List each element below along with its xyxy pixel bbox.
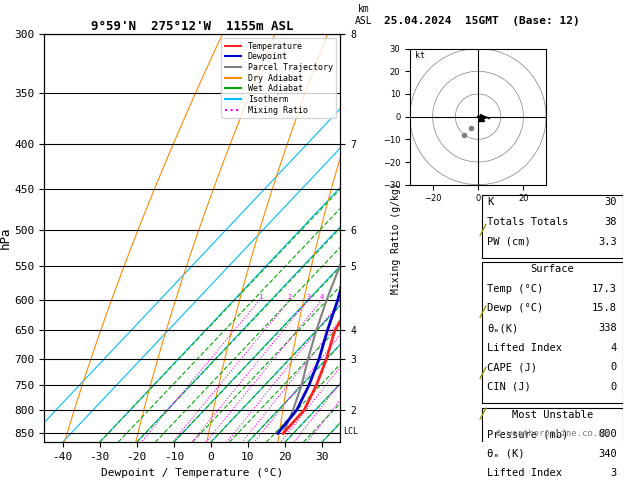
Text: Lifted Index: Lifted Index — [487, 469, 562, 478]
Text: Dewp (°C): Dewp (°C) — [487, 303, 543, 313]
Text: 15.8: 15.8 — [592, 303, 617, 313]
Text: 4: 4 — [611, 343, 617, 353]
Text: 4: 4 — [320, 294, 324, 300]
Text: 30: 30 — [604, 197, 617, 208]
Text: 0: 0 — [611, 382, 617, 392]
Text: 1: 1 — [258, 294, 262, 300]
Text: Pressure (mb): Pressure (mb) — [487, 429, 569, 439]
Text: 800: 800 — [598, 429, 617, 439]
Text: CAPE (J): CAPE (J) — [487, 362, 537, 372]
Title: 9°59'N  275°12'W  1155m ASL: 9°59'N 275°12'W 1155m ASL — [91, 20, 294, 33]
Text: 25.04.2024  15GMT  (Base: 12): 25.04.2024 15GMT (Base: 12) — [384, 16, 579, 26]
Text: CIN (J): CIN (J) — [487, 382, 531, 392]
Text: 3: 3 — [611, 469, 617, 478]
Text: θₑ(K): θₑ(K) — [487, 323, 518, 333]
Bar — [482, 195, 623, 258]
Text: © weatheronline.co.uk: © weatheronline.co.uk — [496, 429, 609, 438]
Text: 3: 3 — [306, 294, 311, 300]
Bar — [482, 408, 623, 486]
Legend: Temperature, Dewpoint, Parcel Trajectory, Dry Adiabat, Wet Adiabat, Isotherm, Mi: Temperature, Dewpoint, Parcel Trajectory… — [221, 38, 337, 118]
Text: 340: 340 — [598, 449, 617, 459]
Text: Surface: Surface — [530, 264, 574, 274]
Text: kt: kt — [415, 51, 425, 60]
Text: 38: 38 — [604, 217, 617, 227]
Text: Most Unstable: Most Unstable — [511, 410, 593, 419]
X-axis label: Dewpoint / Temperature (°C): Dewpoint / Temperature (°C) — [101, 468, 283, 478]
Text: LCL: LCL — [343, 427, 359, 435]
Text: K: K — [487, 197, 494, 208]
Text: 17.3: 17.3 — [592, 284, 617, 294]
Text: θₑ (K): θₑ (K) — [487, 449, 525, 459]
Y-axis label: Mixing Ratio (g/kg): Mixing Ratio (g/kg) — [391, 182, 401, 294]
Text: 3.3: 3.3 — [598, 237, 617, 246]
Text: Totals Totals: Totals Totals — [487, 217, 569, 227]
Y-axis label: hPa: hPa — [0, 227, 11, 249]
Bar — [482, 262, 623, 403]
Text: 338: 338 — [598, 323, 617, 333]
Text: 2: 2 — [287, 294, 292, 300]
Text: PW (cm): PW (cm) — [487, 237, 531, 246]
Text: 0: 0 — [611, 362, 617, 372]
Text: km
ASL: km ASL — [355, 4, 373, 26]
Text: Temp (°C): Temp (°C) — [487, 284, 543, 294]
Text: Lifted Index: Lifted Index — [487, 343, 562, 353]
